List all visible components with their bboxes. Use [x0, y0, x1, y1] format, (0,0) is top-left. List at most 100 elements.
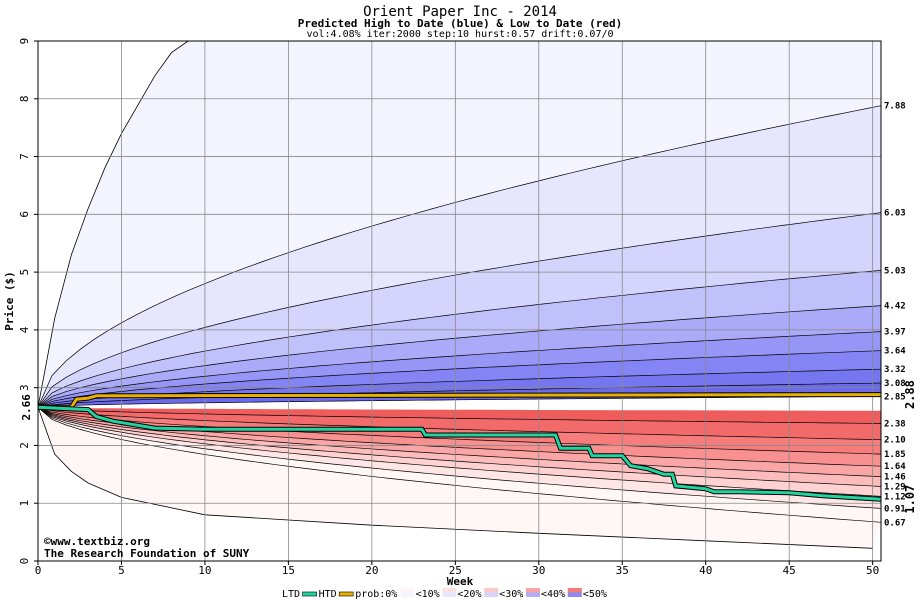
- low-band-7: [38, 407, 881, 509]
- watermark-line2: The Research Foundation of SUNY: [44, 547, 250, 560]
- band-end-label: 1.46: [884, 473, 906, 483]
- x-axis-label: Week: [447, 575, 474, 588]
- band-end-label: 2.10: [884, 436, 906, 446]
- legend-prob-7: <50%: [583, 589, 607, 600]
- high-band-7: [38, 369, 881, 408]
- band-end-label: 1.85: [884, 450, 906, 460]
- band-end-label: 7.88: [884, 102, 906, 112]
- high-band-0: [38, 41, 881, 408]
- legend-prob-swatch-bottom: [442, 592, 457, 597]
- low-band-line-2: [37, 406, 882, 455]
- legend-prob-swatch-bottom: [526, 592, 540, 597]
- band-end-label: 3.97: [884, 328, 906, 338]
- chart-params: vol:4.08% iter:2000 step:10 hurst:0.57 d…: [306, 29, 613, 40]
- high-band-line-3: [37, 305, 882, 408]
- band-end-label: 3.32: [884, 365, 906, 375]
- high-band-4: [38, 305, 881, 408]
- low-band-line-5: [37, 406, 882, 487]
- high-band-line-5: [37, 350, 882, 408]
- legend-htd-swatch: [338, 591, 354, 597]
- y-tick-label: 4: [18, 326, 31, 333]
- ltd-end-label: 1.07: [903, 485, 917, 514]
- band-end-label: 4.42: [884, 302, 906, 312]
- x-tick-label: 50: [866, 564, 879, 577]
- x-tick-label: 10: [198, 564, 211, 577]
- legend-ltd-swatch: [302, 591, 317, 597]
- series-lines: [37, 392, 882, 502]
- legend-htd-label: HTD: [319, 589, 337, 600]
- x-tick-label: 15: [282, 564, 295, 577]
- band-end-label: 3.08: [884, 379, 906, 389]
- band-end-label: 1.12: [884, 492, 906, 502]
- y-tick-label: 5: [18, 269, 31, 276]
- legend-prob-swatch-bottom: [400, 592, 415, 597]
- high-band-line-1: [37, 212, 882, 408]
- x-tick-label: 5: [118, 564, 125, 577]
- legend-prob-swatch-bottom: [484, 592, 499, 597]
- legend-ltd-label: LTD: [282, 589, 300, 600]
- x-tick-label: 40: [699, 564, 712, 577]
- chart-subtitle: Predicted High to Date (blue) & Low to D…: [298, 17, 623, 30]
- legend-prob-4: <20%: [457, 589, 481, 600]
- band-end-label: 0.91: [884, 504, 906, 514]
- band-end-label: 5.03: [884, 266, 906, 276]
- low-band-0: [38, 407, 881, 424]
- y-tick-label: 2: [18, 442, 31, 449]
- x-tick-label: 30: [532, 564, 545, 577]
- x-tick-label: 25: [449, 564, 462, 577]
- high-band-line-6: [37, 368, 882, 408]
- y-tick-label: 7: [18, 153, 31, 160]
- legend-prob-6: <40%: [541, 589, 565, 600]
- high-band-line-0: [37, 105, 882, 408]
- plot-frame: [37, 40, 882, 562]
- y-tick-label: 8: [18, 95, 31, 102]
- high-band-2: [38, 212, 881, 408]
- legend: LTD HTD prob:0% <10% <20% <30% <40% <50%: [282, 588, 607, 600]
- outer-high-envelope: [37, 40, 189, 408]
- high-band-5: [38, 331, 881, 408]
- y-tick-label: 0: [18, 558, 31, 565]
- low-band-2: [38, 407, 881, 455]
- band-end-labels: 7.88 6.03 5.03 4.42 3.97 3.64 3.32 3.08 2.85 2.38…: [884, 102, 906, 529]
- high-band-3: [38, 270, 881, 408]
- legend-prob-swatch-top: [526, 588, 540, 593]
- legend-prob-label: prob:0%: [355, 589, 397, 600]
- band-end-label: 1.29: [884, 482, 906, 492]
- low-band-line-8: [37, 407, 882, 523]
- high-band-line-7: [37, 382, 882, 408]
- low-band-line-6: [37, 407, 882, 497]
- low-band-6: [38, 407, 881, 497]
- x-tick-label: 45: [783, 564, 796, 577]
- low-band-outer: [38, 407, 881, 549]
- y-tick-label: 3: [18, 384, 31, 391]
- band-end-label: 2.38: [884, 419, 906, 429]
- htd-end-label: 2.88: [903, 380, 917, 409]
- low-band-line-1: [37, 406, 882, 441]
- low-band-8: [38, 407, 881, 523]
- high-band-line-2: [37, 270, 882, 408]
- low-band-3: [38, 407, 881, 467]
- x-tick-label: 0: [35, 564, 42, 577]
- legend-prob-swatch-top: [567, 588, 582, 593]
- band-end-label: 3.64: [884, 347, 906, 357]
- legend-prob-3: <10%: [416, 589, 440, 600]
- y-tick-label: 6: [18, 211, 31, 218]
- legend-prob-swatch-top: [484, 588, 499, 593]
- band-end-label: 2.85: [884, 392, 906, 402]
- low-band-line-4: [37, 406, 882, 477]
- high-band-6: [38, 350, 881, 408]
- legend-prob-swatch-bottom: [567, 592, 582, 597]
- high-band-line-8: [37, 395, 882, 408]
- band-end-label: 6.03: [884, 209, 906, 219]
- x-axis-ticks: 0 5 10 15 20 25 30 35 40 45 50: [35, 561, 879, 577]
- high-band-line-4: [37, 331, 882, 408]
- y-axis-label: Price ($): [3, 271, 16, 331]
- legend-prob-5: <30%: [499, 589, 523, 600]
- low-band-4: [38, 407, 881, 477]
- chart-title: Orient Paper Inc - 2014: [363, 4, 557, 20]
- band-end-label: 1.64: [884, 462, 906, 472]
- low-band-1: [38, 407, 881, 440]
- start-price-label: 2.66: [20, 394, 33, 421]
- band-end-label: 0.67: [884, 518, 906, 528]
